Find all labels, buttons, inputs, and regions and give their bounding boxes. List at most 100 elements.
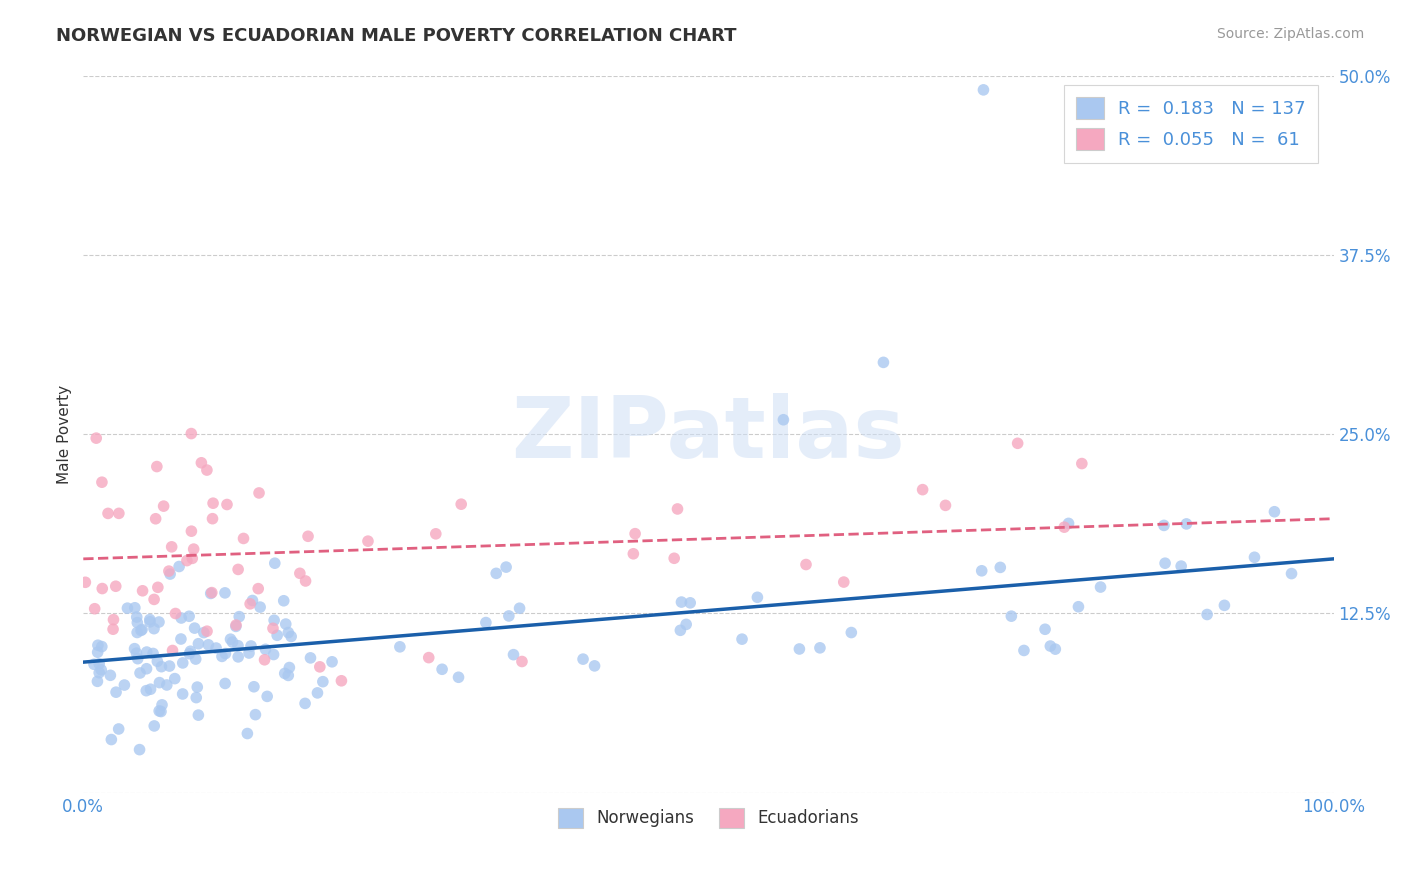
Point xyxy=(139,682,162,697)
Point xyxy=(839,625,862,640)
Point xyxy=(129,665,152,680)
Point xyxy=(135,662,157,676)
Point xyxy=(1057,516,1080,531)
Point xyxy=(247,582,270,596)
Point xyxy=(297,529,319,543)
Point xyxy=(84,431,107,445)
Point xyxy=(89,665,111,680)
Point xyxy=(273,593,295,607)
Point xyxy=(187,637,209,651)
Point xyxy=(86,645,108,659)
Point xyxy=(236,726,259,740)
Point xyxy=(238,646,260,660)
Point xyxy=(183,542,205,557)
Point xyxy=(135,645,157,659)
Point xyxy=(1045,642,1067,657)
Point xyxy=(105,685,128,699)
Point xyxy=(146,580,169,594)
Point xyxy=(127,615,149,630)
Point xyxy=(226,649,249,664)
Point xyxy=(794,558,817,572)
Point xyxy=(148,675,170,690)
Point xyxy=(104,579,127,593)
Point xyxy=(131,583,153,598)
Point xyxy=(1067,599,1090,614)
Point xyxy=(176,553,198,567)
Text: Source: ZipAtlas.com: Source: ZipAtlas.com xyxy=(1216,27,1364,41)
Point xyxy=(498,609,520,624)
Point xyxy=(159,567,181,582)
Legend: Norwegians, Ecuadorians: Norwegians, Ecuadorians xyxy=(551,801,866,835)
Point xyxy=(180,426,202,441)
Point xyxy=(1281,566,1303,581)
Point xyxy=(172,687,194,701)
Point xyxy=(1090,580,1112,594)
Point xyxy=(666,502,689,516)
Point xyxy=(150,659,173,673)
Point xyxy=(146,459,169,474)
Point xyxy=(135,683,157,698)
Point xyxy=(172,656,194,670)
Point xyxy=(127,651,149,665)
Point xyxy=(669,624,692,638)
Point xyxy=(187,708,209,723)
Point xyxy=(308,660,330,674)
Point xyxy=(1039,639,1062,653)
Point xyxy=(277,625,299,640)
Point xyxy=(278,660,301,674)
Point xyxy=(263,556,285,570)
Point xyxy=(125,610,148,624)
Point xyxy=(1053,520,1076,534)
Point xyxy=(98,668,121,682)
Point xyxy=(100,732,122,747)
Point xyxy=(583,658,606,673)
Point xyxy=(808,640,831,655)
Point xyxy=(200,586,222,600)
Point xyxy=(124,641,146,656)
Point xyxy=(157,564,180,578)
Point xyxy=(101,622,124,636)
Point xyxy=(87,638,110,652)
Point xyxy=(262,621,284,635)
Point xyxy=(179,609,201,624)
Point xyxy=(1000,609,1022,624)
Point xyxy=(475,615,498,630)
Point xyxy=(221,635,243,649)
Point xyxy=(502,648,524,662)
Point xyxy=(139,613,162,627)
Point xyxy=(117,601,139,615)
Point xyxy=(485,566,508,581)
Point xyxy=(124,600,146,615)
Point xyxy=(330,673,353,688)
Point xyxy=(832,575,855,590)
Point xyxy=(970,564,993,578)
Point xyxy=(214,676,236,690)
Point xyxy=(232,532,254,546)
Point xyxy=(299,651,322,665)
Point xyxy=(145,512,167,526)
Point xyxy=(239,597,262,611)
Point xyxy=(90,475,112,490)
Point xyxy=(266,628,288,642)
Point xyxy=(197,638,219,652)
Point xyxy=(747,591,769,605)
Point xyxy=(195,463,218,477)
Point xyxy=(159,659,181,673)
Point xyxy=(731,632,754,647)
Point xyxy=(226,562,249,576)
Point xyxy=(418,650,440,665)
Point xyxy=(789,642,811,657)
Point xyxy=(388,640,411,654)
Point xyxy=(312,674,335,689)
Point xyxy=(83,657,105,672)
Point xyxy=(179,647,201,661)
Point xyxy=(148,615,170,629)
Point xyxy=(214,586,236,600)
Point xyxy=(263,613,285,627)
Point xyxy=(215,498,238,512)
Point xyxy=(162,643,184,657)
Point xyxy=(1012,643,1035,657)
Point xyxy=(143,719,166,733)
Point xyxy=(911,483,934,497)
Point xyxy=(872,355,894,369)
